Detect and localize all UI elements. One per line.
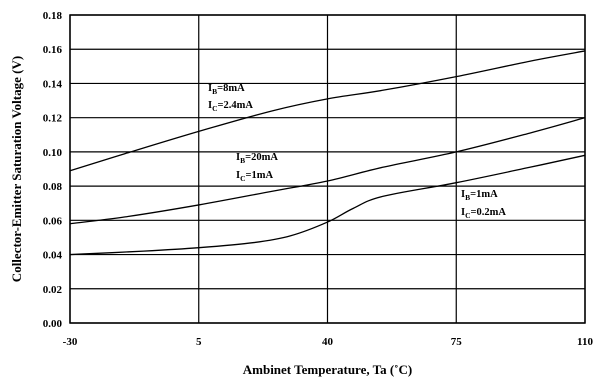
series-2-label-line2: IC=1mA (236, 170, 273, 183)
series-2-label-line1: IB=20mA (236, 152, 278, 165)
label-symbol: I (461, 207, 465, 218)
y-tick-labels: 0.00 0.02 0.04 0.06 0.08 0.10 0.12 0.14 0.16 0.18 (43, 10, 63, 330)
series-line-2 (69, 117, 586, 225)
y-tick-label: 0.18 (43, 10, 63, 22)
y-tick-label: 0.04 (43, 250, 63, 262)
label-subscript: B (212, 87, 217, 96)
y-tick-label: 0.10 (43, 147, 63, 159)
label-symbol: I (461, 189, 465, 200)
x-tick-label: 40 (322, 336, 334, 348)
plot-frame (69, 14, 586, 324)
label-symbol: I (236, 170, 240, 181)
label-subscript: B (240, 156, 245, 165)
label-subscript: B (465, 193, 470, 202)
y-tick-label: 0.16 (43, 44, 63, 56)
series-3-label-line1: IB=1mA (461, 189, 498, 202)
series-line-1 (69, 50, 586, 172)
label-value: =20mA (245, 152, 278, 163)
series-3-label-line2: IC=0.2mA (461, 207, 506, 220)
y-tick-label: 0.14 (43, 78, 63, 90)
series-1-label-line2: IC=2.4mA (208, 100, 253, 113)
x-tick-label: 75 (451, 336, 463, 348)
label-value: =1mA (470, 189, 498, 200)
series-1-label-line1: IB=8mA (208, 83, 245, 96)
y-tick-label: 0.08 (43, 181, 63, 193)
label-value: =0.2mA (471, 207, 507, 218)
label-value: =2.4mA (218, 100, 254, 111)
label-symbol: I (208, 100, 212, 111)
y-tick-label: 0.02 (43, 284, 63, 296)
label-symbol: I (236, 152, 240, 163)
x-tick-label: 5 (196, 336, 202, 348)
x-tick-labels: -30 5 40 75 110 (63, 336, 594, 348)
y-axis-title: Collector-Emitter Saturation Voltage (V) (9, 56, 24, 282)
label-subscript: C (465, 211, 470, 220)
x-axis-title: Ambinet Temperature, Ta (˚C) (243, 362, 412, 377)
label-subscript: C (240, 174, 245, 183)
x-tick-label: 110 (577, 336, 593, 348)
series-lines (69, 50, 586, 256)
x-tick-label: -30 (63, 336, 78, 348)
grid-lines (69, 14, 586, 324)
y-tick-label: 0.06 (43, 215, 63, 227)
label-value: =1mA (246, 170, 274, 181)
y-tick-label: 0.00 (43, 318, 63, 330)
label-value: =8mA (217, 83, 245, 94)
series-line-3 (69, 154, 586, 256)
label-subscript: C (212, 104, 217, 113)
y-tick-label: 0.12 (43, 113, 63, 125)
series-annotations: IB=8mAIC=2.4mAIB=20mAIC=1mAIB=1mAIC=0.2m… (208, 83, 506, 220)
label-symbol: I (208, 83, 212, 94)
